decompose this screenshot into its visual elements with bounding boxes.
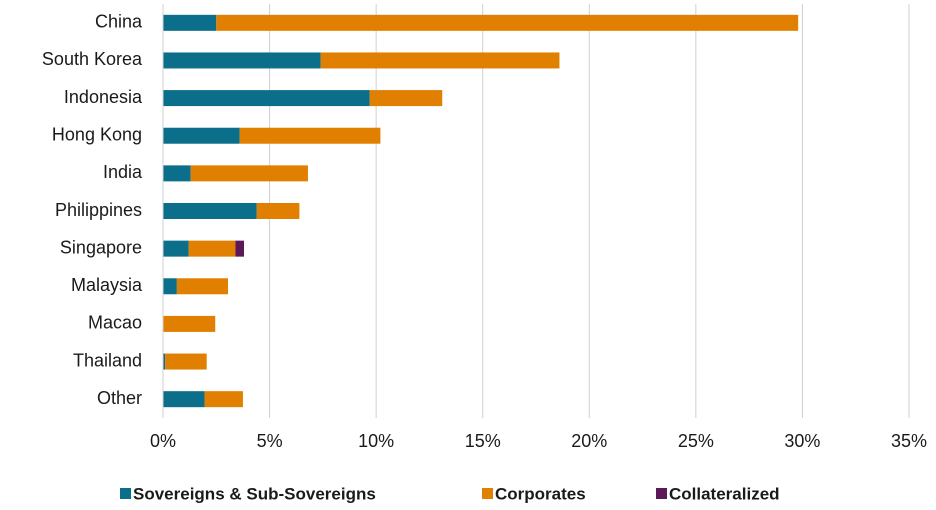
bar-segment (163, 52, 321, 69)
bar-segment (235, 240, 244, 257)
x-tick-label: 10% (358, 431, 394, 451)
legend-label: Collateralized (669, 484, 780, 503)
bar-segment (204, 391, 243, 408)
bar-segment (369, 90, 443, 107)
y-tick-label: Hong Kong (52, 124, 142, 144)
bar-segment (176, 278, 229, 295)
y-tick-label: Philippines (55, 200, 142, 220)
x-tick-label: 0% (150, 431, 176, 451)
bar-segment (320, 52, 560, 69)
y-tick-label: Singapore (60, 237, 142, 257)
bar-segment (216, 14, 799, 31)
bar-segment (163, 14, 217, 31)
x-tick-label: 25% (678, 431, 714, 451)
x-tick-label: 30% (784, 431, 820, 451)
x-tick-label: 20% (571, 431, 607, 451)
bar-segment (163, 165, 191, 182)
y-tick-label: Indonesia (64, 87, 143, 107)
bar-segment (163, 203, 257, 219)
bar-segment (239, 127, 381, 144)
legend-swatch (656, 488, 667, 499)
x-tick-label: 5% (257, 431, 283, 451)
y-tick-label: China (95, 12, 143, 32)
x-tick-label: 35% (891, 431, 927, 451)
bar-segment (165, 353, 207, 370)
y-tick-label: Thailand (73, 350, 142, 370)
x-tick-label: 15% (465, 431, 501, 451)
legend-swatch (482, 488, 493, 499)
legend-label: Corporates (495, 484, 586, 503)
bar-segment (256, 203, 300, 219)
bar-segment (188, 240, 236, 257)
y-tick-label: Macao (88, 313, 142, 333)
y-tick-label: India (103, 162, 143, 182)
bar-segment (163, 315, 216, 332)
legend-swatch (120, 488, 131, 499)
bar-segment (163, 353, 166, 370)
bar-segment (190, 165, 308, 182)
bar-segment (163, 127, 240, 144)
bar-segment (163, 278, 177, 295)
legend-label: Sovereigns & Sub-Sovereigns (133, 484, 376, 503)
y-tick-label: Malaysia (71, 275, 143, 295)
y-tick-label: South Korea (42, 49, 143, 69)
y-tick-label: Other (97, 388, 142, 408)
bar-segment (163, 391, 205, 408)
bar-segment (163, 90, 370, 107)
bar-segment (163, 240, 189, 257)
